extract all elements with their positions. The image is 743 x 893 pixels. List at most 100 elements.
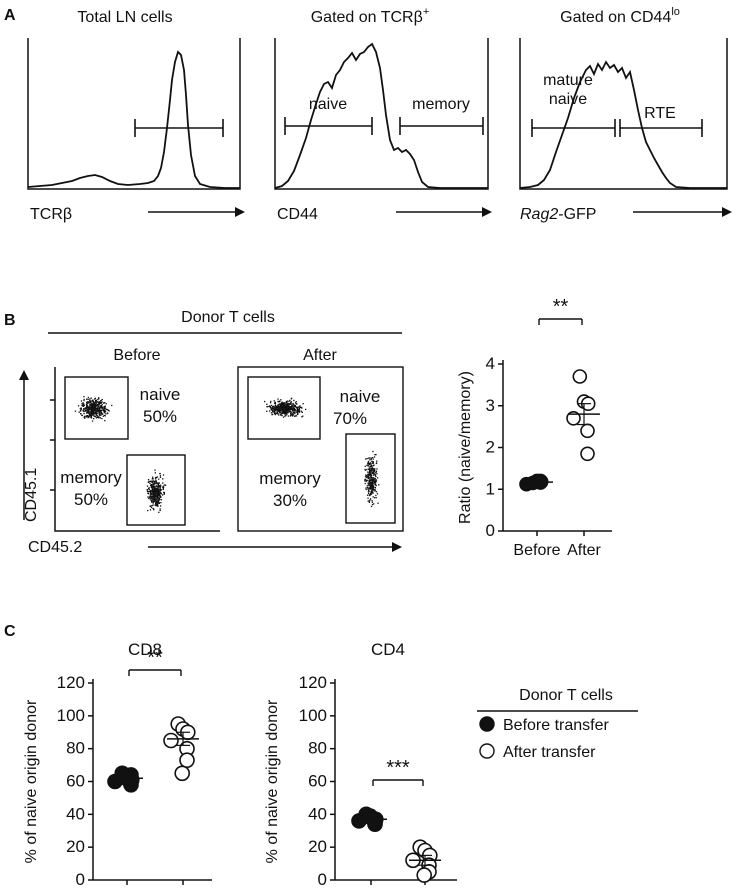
flow-event [157,500,160,502]
flow-event [286,400,289,402]
flow-event [152,489,154,491]
y-tick-label: 0 [318,870,327,889]
flow-after-frame [237,366,404,532]
flow-event [276,413,278,415]
flow-event [149,498,151,500]
flow-event [91,414,93,416]
flow-event [280,413,283,415]
flow-event [77,405,80,407]
flow-event [80,407,82,409]
histogram-3-xlabel-suffix: -GFP [558,206,596,223]
flow-event [293,404,295,406]
flow-event [96,414,98,416]
flow-event [367,460,370,463]
flow-event [302,415,304,417]
flow-event [370,467,372,469]
flow-event [92,405,94,407]
flow-event [278,400,281,402]
flow-event [375,494,377,497]
flow-event [366,457,368,460]
flow-event [152,490,154,492]
flow-event [372,462,374,464]
flow-event [97,409,99,411]
flow-event [272,405,274,408]
flow-event [271,409,273,411]
flow-event [162,486,165,489]
flow-event [148,493,150,495]
flow-event [297,411,299,414]
flow-event [90,410,92,413]
flow-event [289,409,291,411]
flow-event [161,486,164,488]
flow-event [371,471,374,474]
flow-event [83,415,86,417]
y-tick-label: 60 [308,772,327,791]
flow-event [280,413,282,415]
flow-event [152,485,154,487]
flow-event [155,503,157,505]
flow-event [86,401,88,404]
flow-event [297,409,299,411]
flow-event [157,500,159,502]
flow-event [154,486,157,488]
flow-event [96,416,99,418]
flow-event [154,490,156,492]
flow-event [86,408,88,410]
flow-event [280,411,282,413]
flow-event [85,403,88,405]
flow-event [367,463,369,465]
flow-event [104,415,106,417]
histogram-3-gate-mature-label: mature [543,72,593,89]
flow-event [90,412,92,415]
flow-event [369,466,371,468]
flow-after-naive-pct: 70% [333,409,367,428]
flow-event [150,490,152,493]
flow-event [85,407,87,410]
flow-event [293,407,296,409]
histogram-2-title-sup: + [423,6,429,18]
flow-event [152,480,154,482]
flow-event [155,492,157,494]
flow-event [94,404,96,406]
flow-event [367,497,369,499]
flow-event [368,500,371,502]
flow-event [274,413,276,415]
y-tick-label: 40 [66,804,85,823]
flow-event [100,410,102,412]
flow-event [158,485,160,487]
flow-event [279,405,282,407]
flow-event [283,412,286,415]
histogram-1-curve [27,50,240,189]
y-tick-label: 4 [486,354,495,373]
flow-event [372,457,374,459]
flow-event [367,471,369,473]
histogram-2-curve [274,42,488,189]
flow-event [286,407,288,410]
flow-event [281,408,283,410]
flow-event [370,475,372,478]
flow-event [79,410,82,412]
flow-event [85,410,88,412]
flow-event [266,406,268,408]
flow-event [372,477,374,479]
flow-event [372,480,374,482]
histogram-cd44lo-gated: Gated on CD44lo mature naive RTE Rag2-GF… [519,6,732,223]
flow-event [370,463,372,465]
flow-event [95,405,97,408]
flow-event [368,468,370,471]
flow-event [364,478,366,481]
flow-event [369,484,371,486]
flow-event [91,407,93,409]
y-tick-label: 120 [57,673,85,692]
flow-event [295,406,297,408]
flow-event [104,407,106,409]
flow-event [367,465,369,467]
flow-event [297,413,299,415]
flow-event [371,468,373,470]
flow-event [374,488,376,491]
flow-event [278,403,281,405]
flow-event [290,402,292,405]
flow-event [105,403,107,405]
flow-event [278,401,280,403]
flow-event [367,491,370,493]
